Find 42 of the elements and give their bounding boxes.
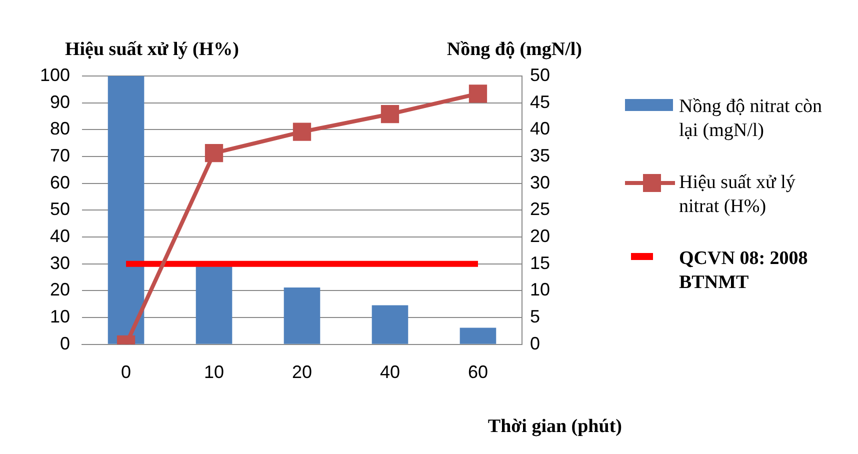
x-tick-label: 10	[204, 362, 224, 382]
point	[292, 122, 312, 141]
legend-label: Hiệu suất xử lý nitrat (H%)	[679, 171, 796, 219]
y2-tick-label: 40	[530, 118, 550, 139]
y-tick-label: 70	[50, 145, 70, 166]
point	[204, 144, 224, 162]
y2-tick-label: 35	[530, 145, 550, 166]
bar	[372, 305, 408, 344]
bar	[196, 266, 232, 344]
y2-axis-title: Nồng độ (mgN/l)	[446, 39, 582, 60]
y-tick-label: 20	[50, 280, 70, 300]
bar	[284, 288, 320, 344]
legend-label: QCVN 08: 2008 BTNMT	[679, 247, 809, 295]
y-tick-label: 80	[50, 118, 70, 139]
y2-tick-label: 45	[530, 92, 550, 112]
y2-tick-label: 25	[530, 199, 550, 220]
y-tick-label: 60	[50, 172, 70, 192]
y-tick-label: 100	[40, 64, 70, 85]
y2-tick-label: 50	[530, 64, 550, 85]
x-axis-title: Thời gian (phút)	[488, 416, 622, 437]
y2-tick-label: 15	[530, 252, 550, 273]
y-tick-label: 30	[50, 252, 70, 273]
point	[380, 105, 400, 124]
y2-tick-label: 10	[530, 280, 550, 300]
bar	[460, 328, 496, 344]
y-tick-label: 0	[60, 333, 70, 354]
y2-tick-label: 5	[530, 306, 540, 327]
y-tick-label: 40	[50, 226, 70, 246]
bar	[108, 76, 144, 344]
y2-tick-label: 30	[530, 172, 550, 192]
x-tick-label: 40	[380, 362, 400, 382]
x-tick-label: 0	[121, 362, 132, 382]
y-tick-label: 50	[50, 199, 70, 220]
y-tick-label: 90	[50, 92, 70, 112]
y-tick-label: 10	[50, 306, 70, 327]
point	[468, 84, 488, 103]
y-axis-title: Hiệu suất xử lý (H%)	[65, 39, 239, 60]
y2-tick-label: 0	[530, 333, 540, 354]
y2-tick-label: 20	[530, 226, 550, 246]
x-tick-label: 60	[468, 362, 488, 382]
legend-label: Nồng độ nitrat còn lại (mgN/l)	[679, 95, 824, 143]
x-tick-label: 20	[292, 362, 312, 382]
